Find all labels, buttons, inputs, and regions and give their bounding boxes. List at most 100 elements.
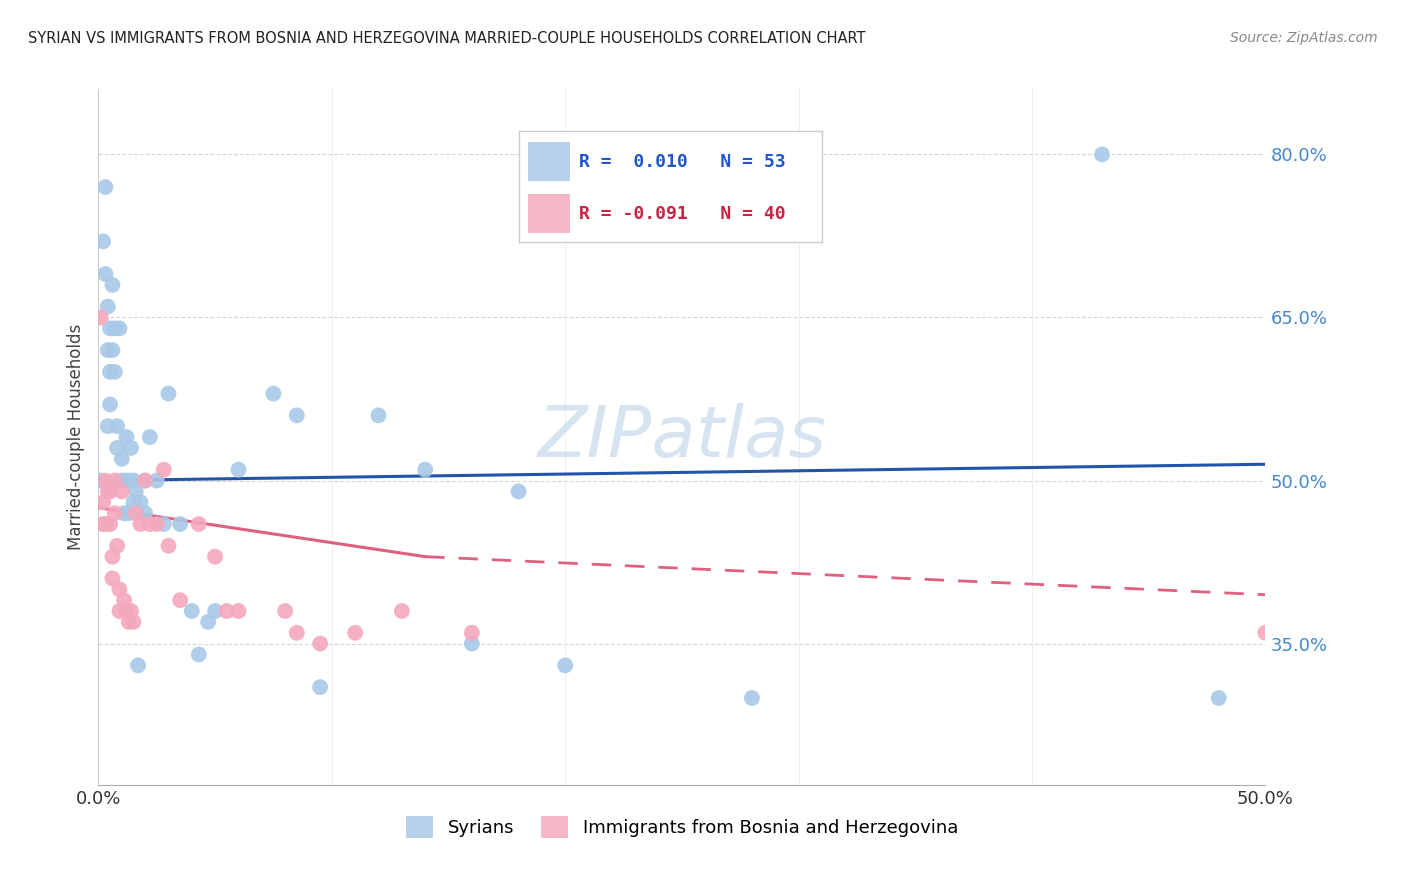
Point: [98, 321, 121, 335]
Point: [367, 409, 389, 423]
Point: [122, 495, 145, 509]
Point: [215, 604, 238, 618]
Point: [146, 516, 169, 531]
Point: [108, 582, 131, 597]
Point: [118, 506, 141, 520]
Text: R =  0.010   N = 53: R = 0.010 N = 53: [579, 153, 786, 171]
Point: [105, 441, 128, 455]
Point: [134, 474, 156, 488]
Point: [262, 386, 284, 401]
Point: [90, 310, 112, 325]
Point: [129, 495, 152, 509]
Point: [94, 180, 117, 194]
Point: [152, 516, 174, 531]
Point: [101, 571, 124, 585]
Point: [97, 419, 120, 434]
Point: [91, 516, 114, 531]
Point: [105, 419, 128, 434]
Point: [98, 516, 121, 531]
Point: [94, 516, 117, 531]
Point: [461, 637, 484, 651]
Point: [97, 484, 120, 499]
Point: [112, 593, 135, 607]
Point: [98, 365, 121, 379]
Point: [204, 549, 226, 564]
Point: [139, 516, 162, 531]
Text: SYRIAN VS IMMIGRANTS FROM BOSNIA AND HERZEGOVINA MARRIED-COUPLE HOUSEHOLDS CORRE: SYRIAN VS IMMIGRANTS FROM BOSNIA AND HER…: [28, 31, 866, 46]
Point: [344, 625, 367, 640]
Text: R = -0.091   N = 40: R = -0.091 N = 40: [579, 205, 786, 223]
Legend: Syrians, Immigrants from Bosnia and Herzegovina: Syrians, Immigrants from Bosnia and Herz…: [399, 809, 965, 846]
Point: [228, 604, 250, 618]
Point: [90, 474, 112, 488]
Y-axis label: Married-couple Households: Married-couple Households: [66, 324, 84, 550]
Point: [97, 343, 120, 357]
Point: [104, 365, 127, 379]
Point: [111, 451, 134, 466]
Point: [1208, 690, 1230, 705]
Point: [391, 604, 413, 618]
Point: [120, 604, 142, 618]
Text: ZIPatlas: ZIPatlas: [537, 402, 827, 472]
Point: [157, 539, 180, 553]
Text: Source: ZipAtlas.com: Source: ZipAtlas.com: [1230, 31, 1378, 45]
Point: [122, 615, 145, 629]
Point: [125, 484, 148, 499]
Point: [152, 463, 174, 477]
Point: [112, 474, 135, 488]
Point: [274, 604, 297, 618]
Point: [461, 625, 484, 640]
FancyBboxPatch shape: [527, 142, 569, 181]
Point: [1254, 625, 1277, 640]
Point: [115, 430, 138, 444]
Point: [1091, 147, 1114, 161]
Point: [169, 516, 191, 531]
Point: [104, 321, 127, 335]
Point: [180, 604, 202, 618]
Point: [91, 495, 114, 509]
Point: [187, 516, 209, 531]
Point: [146, 474, 169, 488]
Point: [134, 506, 156, 520]
Point: [127, 658, 149, 673]
Point: [554, 658, 576, 673]
Point: [228, 463, 250, 477]
Point: [94, 267, 117, 281]
Point: [197, 615, 219, 629]
Point: [108, 604, 131, 618]
Point: [285, 409, 308, 423]
Point: [309, 680, 332, 694]
Point: [122, 474, 145, 488]
Point: [134, 474, 156, 488]
Point: [413, 463, 436, 477]
Point: [120, 441, 142, 455]
Point: [98, 484, 121, 499]
Point: [111, 484, 134, 499]
Point: [508, 484, 530, 499]
Point: [169, 593, 191, 607]
Point: [115, 604, 138, 618]
Point: [111, 474, 134, 488]
Point: [125, 506, 148, 520]
Point: [204, 604, 226, 618]
Point: [118, 615, 141, 629]
Point: [309, 637, 332, 651]
Point: [112, 506, 135, 520]
Point: [91, 235, 114, 249]
Point: [129, 516, 152, 531]
FancyBboxPatch shape: [527, 194, 569, 234]
Point: [101, 277, 124, 292]
Point: [94, 474, 117, 488]
Point: [105, 539, 128, 553]
Point: [187, 648, 209, 662]
Point: [285, 625, 308, 640]
Point: [108, 321, 131, 335]
Point: [741, 690, 763, 705]
Point: [139, 430, 162, 444]
Point: [118, 474, 141, 488]
Point: [97, 300, 120, 314]
Point: [104, 474, 127, 488]
Point: [98, 397, 121, 411]
Point: [104, 506, 127, 520]
Point: [101, 549, 124, 564]
